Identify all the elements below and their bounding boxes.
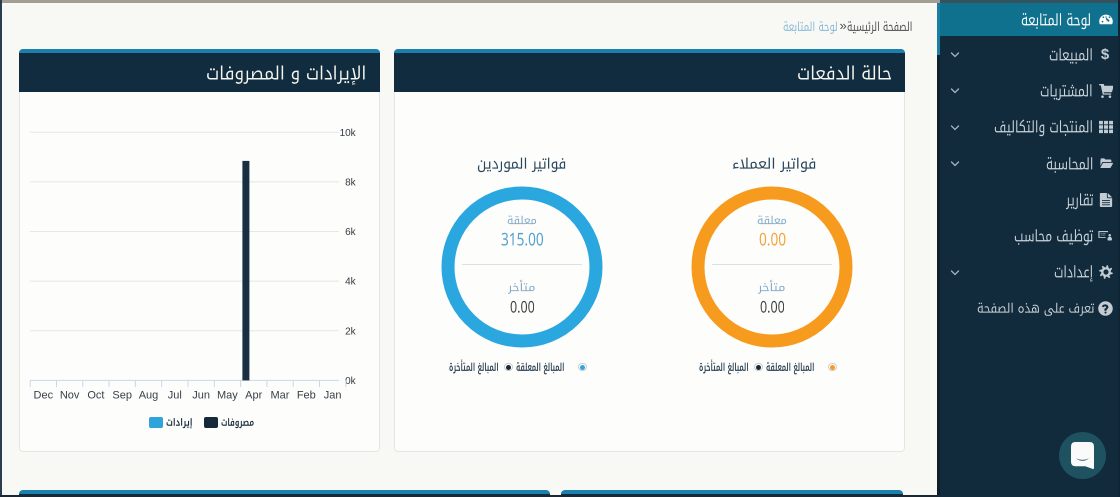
svg-text:Jun: Jun — [192, 390, 210, 402]
svg-text:4k: 4k — [345, 277, 357, 288]
svg-text:Jul: Jul — [168, 390, 182, 402]
svg-text:Nov: Nov — [60, 390, 80, 402]
svg-text:Sep: Sep — [112, 390, 132, 402]
svg-text:10k: 10k — [340, 128, 357, 139]
svg-text:Jan: Jan — [324, 390, 342, 402]
svg-text:8k: 8k — [345, 178, 357, 189]
svg-text:Feb: Feb — [297, 390, 316, 402]
svg-text:Dec: Dec — [34, 390, 54, 402]
svg-text:0k: 0k — [345, 376, 357, 387]
svg-text:May: May — [217, 390, 238, 402]
svg-text:Oct: Oct — [87, 390, 104, 402]
svg-text:Mar: Mar — [271, 390, 290, 402]
svg-text:Apr: Apr — [245, 390, 262, 402]
svg-text:6k: 6k — [345, 227, 357, 238]
svg-text:2k: 2k — [345, 326, 357, 337]
svg-text:Aug: Aug — [139, 390, 159, 402]
